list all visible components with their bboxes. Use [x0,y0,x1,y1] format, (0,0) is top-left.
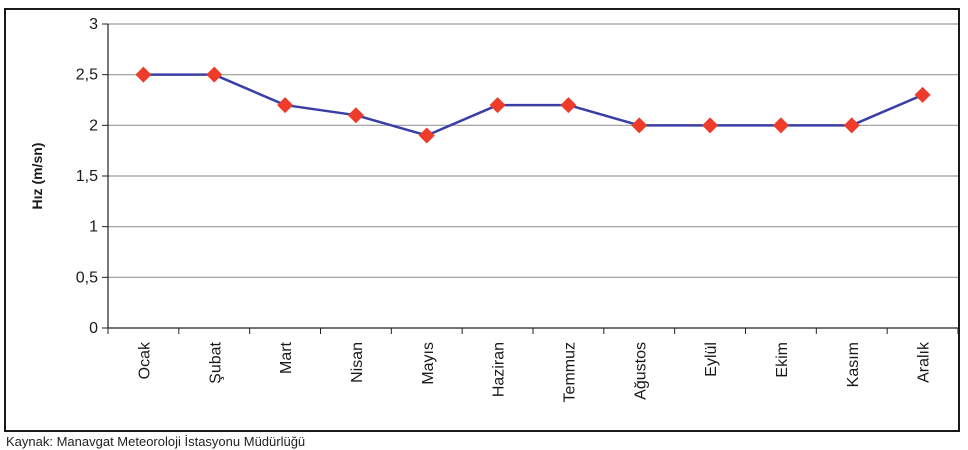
chart-frame: 0 0,5 1 1,5 2 2,5 3 Ocak Şubat Mart Nisan Mayıs Haz… [4,8,960,432]
y-tick-label: 2,5 [76,67,98,84]
data-point-marker [206,66,223,83]
x-tick-label: Mart [278,341,295,374]
y-tick-label: 0 [89,320,98,337]
y-tick-label: 1,5 [76,168,98,185]
series-markers [135,66,931,144]
series-polyline [143,73,924,137]
x-tick-label: Eylül [703,342,720,377]
x-tick-label: Ocak [136,341,153,379]
x-tick-label: Mayıs [420,342,437,385]
x-tick-label: Ekim [774,342,791,378]
data-point-marker [702,117,719,134]
axes [102,23,958,334]
y-axis-title: Hız (m/sn) [29,143,45,210]
data-point-marker [418,127,435,144]
data-point-marker [135,66,152,83]
data-point-marker [489,97,506,114]
data-point-marker [843,117,860,134]
data-point-marker [277,97,294,114]
x-tick-labels: Ocak Şubat Mart Nisan Mayıs Haziran Temmuz Ağus… [136,341,932,402]
x-tick-label: Şubat [207,341,224,383]
y-tick-label: 1 [89,219,98,236]
x-tick-label: Haziran [491,342,508,397]
y-tick-label: 3 [89,16,98,33]
x-tick-label: Temmuz [561,342,578,402]
data-point-marker [347,107,364,124]
series-line [143,73,924,137]
data-point-marker [914,86,931,103]
line-chart: 0 0,5 1 1,5 2 2,5 3 Ocak Şubat Mart Nisan Mayıs Haz… [29,16,958,402]
y-tick-labels: 0 0,5 1 1,5 2 2,5 3 [76,16,98,337]
data-point-marker [772,117,789,134]
data-point-marker [560,97,577,114]
source-note: Kaynak: Manavgat Meteoroloji İstasyonu M… [6,434,306,449]
y-tick-label: 2 [89,117,98,134]
y-tick-label: 0,5 [76,269,98,286]
x-tick-label: Ağustos [632,342,649,400]
x-tick-label: Kasım [845,342,862,387]
gridlines [108,23,958,278]
x-tick-label: Aralık [916,341,933,383]
data-point-marker [631,117,648,134]
x-tick-label: Nisan [349,342,366,383]
